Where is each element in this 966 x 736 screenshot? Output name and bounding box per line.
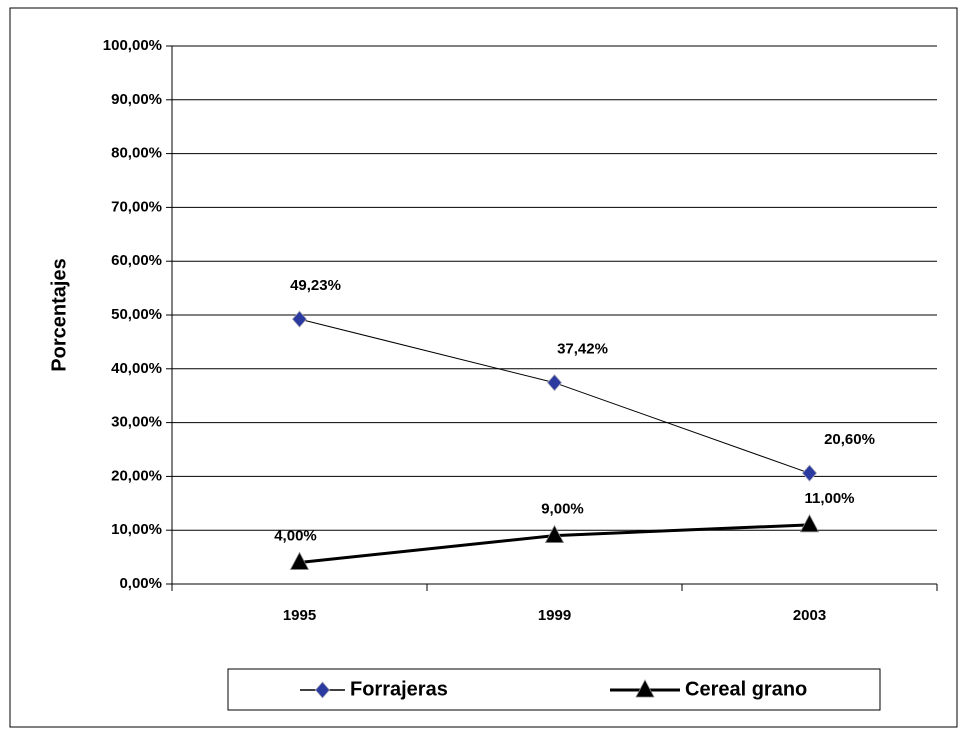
data-label: 11,00%: [804, 490, 854, 507]
marker: [635, 679, 655, 698]
y-tick-label: 10,00%: [111, 521, 162, 538]
marker: [291, 310, 308, 328]
y-tick-label: 60,00%: [111, 252, 162, 269]
y-tick-label: 50,00%: [111, 306, 162, 323]
marker: [289, 551, 310, 570]
data-label: 49,23%: [290, 277, 341, 294]
data-label: 20,60%: [824, 431, 875, 448]
x-tick-label: 1995: [283, 607, 316, 624]
x-tick-label: 2003: [793, 607, 826, 624]
marker: [546, 374, 563, 392]
x-tick-label: 1999: [538, 607, 571, 624]
data-label: 4,00%: [274, 527, 317, 544]
marker: [314, 681, 331, 699]
y-tick-label: 80,00%: [111, 145, 162, 162]
marker: [544, 524, 565, 543]
data-label: 9,00%: [541, 501, 584, 518]
marker: [801, 464, 818, 482]
y-tick-label: 0,00%: [119, 575, 162, 592]
legend-label: Forrajeras: [350, 678, 448, 700]
y-tick-label: 20,00%: [111, 467, 162, 484]
y-axis-label: Porcentajes: [48, 258, 70, 371]
y-tick-label: 100,00%: [103, 37, 162, 54]
legend-label: Cereal grano: [685, 678, 807, 700]
chart-border: [9, 7, 958, 728]
y-tick-label: 90,00%: [111, 91, 162, 108]
y-tick-label: 40,00%: [111, 360, 162, 377]
y-tick-label: 30,00%: [111, 414, 162, 431]
y-tick-label: 70,00%: [111, 198, 162, 215]
data-label: 37,42%: [557, 341, 608, 358]
marker: [799, 513, 820, 533]
